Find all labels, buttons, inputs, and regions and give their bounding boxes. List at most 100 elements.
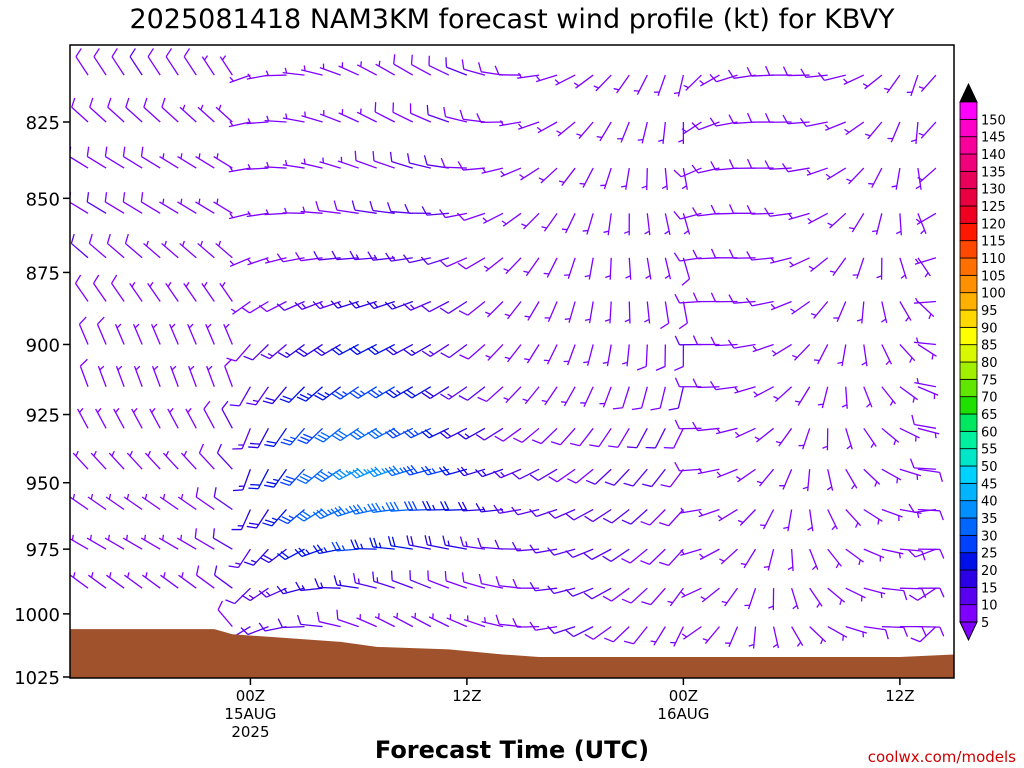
wind-barb bbox=[899, 257, 907, 280]
wind-barb bbox=[523, 257, 540, 277]
wind-barb bbox=[565, 587, 594, 597]
wind-barb bbox=[573, 74, 594, 89]
wind-barb bbox=[917, 427, 940, 439]
wind-barb bbox=[282, 159, 305, 169]
wind-barb bbox=[348, 300, 377, 309]
wind-barb bbox=[563, 344, 576, 366]
wind-barb bbox=[232, 469, 252, 492]
wind-barb bbox=[536, 121, 558, 134]
wind-barb bbox=[848, 212, 865, 233]
wind-barb bbox=[782, 66, 810, 77]
wind-barb bbox=[735, 468, 756, 483]
wind-barb bbox=[457, 161, 485, 171]
wind-barb bbox=[205, 323, 215, 345]
colorbar-label: 40 bbox=[981, 495, 998, 510]
wind-barb bbox=[439, 257, 468, 268]
wind-barb bbox=[692, 421, 720, 432]
colorbar-label: 65 bbox=[981, 408, 998, 423]
wind-barb bbox=[201, 281, 215, 302]
wind-barb bbox=[232, 428, 252, 450]
wind-barb bbox=[420, 465, 450, 476]
wind-barb bbox=[861, 344, 868, 367]
wind-barb bbox=[602, 587, 630, 602]
wind-barb bbox=[108, 450, 125, 470]
wind-barb bbox=[126, 450, 143, 470]
wind-barb bbox=[636, 344, 648, 371]
colorbar-label: 10 bbox=[981, 599, 998, 614]
wind-barb bbox=[443, 106, 468, 123]
wind-barb bbox=[195, 153, 215, 169]
wind-barb bbox=[673, 167, 702, 178]
wind-barb bbox=[564, 301, 576, 323]
wind-barb bbox=[264, 70, 287, 77]
wind-barb bbox=[276, 585, 305, 595]
wind-barb bbox=[863, 587, 886, 599]
y-tick-label: 925 bbox=[26, 406, 60, 427]
colorbar-swatch bbox=[959, 569, 978, 588]
wind-barb bbox=[917, 257, 931, 278]
wind-barb bbox=[845, 587, 866, 602]
wind-barb bbox=[673, 210, 702, 220]
colorbar-label: 140 bbox=[981, 148, 1006, 163]
wind-barb bbox=[625, 257, 632, 280]
surface-terrain bbox=[70, 629, 954, 678]
wind-barb bbox=[744, 587, 757, 610]
wind-barb bbox=[159, 493, 179, 511]
wind-barb bbox=[445, 57, 468, 76]
wind-barb bbox=[356, 614, 377, 628]
colorbar-label: 105 bbox=[981, 269, 1006, 284]
x-tick-year: 2025 bbox=[231, 723, 269, 741]
wind-barb bbox=[421, 206, 449, 216]
wind-barb bbox=[682, 213, 691, 235]
colorbar-label: 95 bbox=[981, 304, 998, 319]
wind-barb bbox=[278, 508, 305, 525]
wind-barb bbox=[131, 407, 143, 429]
wind-barb bbox=[459, 343, 486, 360]
wind-barb bbox=[517, 72, 540, 79]
wind-barb bbox=[231, 509, 252, 531]
x-tick-date: 15AUG bbox=[224, 705, 276, 723]
colorbar-swatch bbox=[959, 517, 978, 536]
wind-barb bbox=[161, 97, 179, 123]
colorbar-swatch bbox=[959, 413, 978, 432]
wind-barb bbox=[260, 548, 287, 564]
wind-barb bbox=[143, 240, 161, 259]
wind-barb bbox=[229, 386, 251, 407]
wind-barb bbox=[790, 300, 811, 315]
wind-barb bbox=[314, 427, 342, 443]
colorbar-swatch bbox=[959, 205, 978, 224]
wind-barb bbox=[319, 157, 341, 169]
wind-barb bbox=[899, 427, 920, 442]
wind-barb bbox=[402, 300, 432, 311]
wind-barb bbox=[681, 626, 702, 640]
y-axis: 825 850 875 900 925 950 975 1000 1025 bbox=[14, 113, 70, 689]
colorbar-label: 80 bbox=[981, 356, 998, 371]
colorbar-swatch bbox=[959, 136, 978, 155]
wind-barb bbox=[565, 626, 594, 638]
wind-barb bbox=[511, 468, 540, 480]
wind-barb bbox=[461, 572, 486, 589]
wind-barb bbox=[764, 207, 792, 217]
wind-barb bbox=[727, 339, 756, 349]
y-tick-label: 850 bbox=[26, 189, 60, 210]
wind-barb bbox=[402, 254, 431, 264]
y-tick-label: 875 bbox=[26, 263, 60, 284]
colorbar-top-arrow bbox=[959, 82, 978, 103]
colorbar-label: 115 bbox=[981, 235, 1006, 250]
wind-barb bbox=[104, 192, 125, 214]
wind-barb bbox=[622, 344, 630, 367]
wind-barb bbox=[697, 467, 720, 475]
wind-barb bbox=[802, 469, 811, 492]
wind-barb bbox=[660, 301, 670, 330]
colorbar-swatch bbox=[959, 500, 978, 519]
wind-barb bbox=[674, 344, 685, 372]
wind-barb bbox=[111, 274, 125, 302]
wind-barb bbox=[142, 572, 161, 589]
wind-barb bbox=[477, 62, 504, 76]
wind-barb bbox=[385, 343, 414, 356]
wind-barb bbox=[899, 508, 922, 519]
wind-barb bbox=[772, 626, 780, 649]
wind-barb bbox=[681, 167, 688, 190]
wind-barb bbox=[198, 443, 215, 470]
wind-barb bbox=[367, 427, 396, 440]
